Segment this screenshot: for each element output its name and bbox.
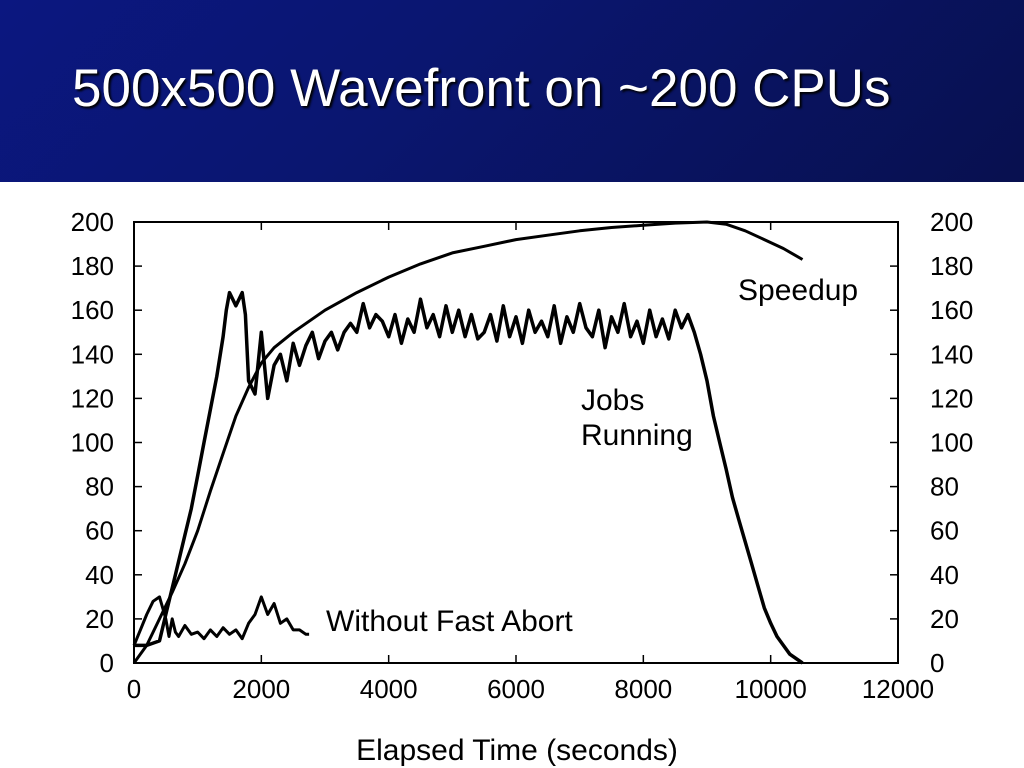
x-tick-label: 8000 bbox=[614, 674, 672, 704]
y-tick-label: 40 bbox=[85, 560, 114, 590]
annotation-speedup: Speedup bbox=[738, 274, 858, 307]
y-tick-label: 100 bbox=[71, 428, 114, 458]
y2-tick-label: 20 bbox=[930, 604, 959, 634]
y2-tick-label: 120 bbox=[930, 383, 973, 413]
without-fast-abort-line bbox=[132, 595, 310, 646]
y-tick-label: 200 bbox=[71, 207, 114, 237]
x-tick-label: 4000 bbox=[360, 674, 418, 704]
y2-tick-label: 200 bbox=[930, 207, 973, 237]
title-banner: 500x500 Wavefront on ~200 CPUs bbox=[0, 0, 1024, 182]
annotation-jobs: Jobs bbox=[581, 384, 644, 417]
x-tick-label: 12000 bbox=[862, 674, 934, 704]
y-tick-label: 0 bbox=[100, 648, 114, 678]
x-tick-label: 0 bbox=[127, 674, 141, 704]
x-tick-label: 10000 bbox=[735, 674, 807, 704]
y-tick-label: 160 bbox=[71, 295, 114, 325]
y-tick-label: 80 bbox=[85, 472, 114, 502]
annotation-without-fast-abort: Without Fast Abort bbox=[326, 605, 573, 638]
speedup-line bbox=[132, 220, 804, 664]
y2-tick-label: 80 bbox=[930, 472, 959, 502]
y-tick-label: 20 bbox=[85, 604, 114, 634]
chart: 0 2000 4000 6000 8000 10000 120000204060801001… bbox=[71, 207, 974, 767]
y-tick-label: 120 bbox=[71, 383, 114, 413]
slide-title: 500x500 Wavefront on ~200 CPUs bbox=[72, 59, 891, 118]
y2-tick-label: 160 bbox=[930, 295, 973, 325]
y2-tick-label: 180 bbox=[930, 251, 973, 281]
series-layer bbox=[132, 220, 804, 665]
y2-tick-label: 40 bbox=[930, 560, 959, 590]
y2-tick-label: 60 bbox=[930, 516, 959, 546]
y-tick-label: 60 bbox=[85, 516, 114, 546]
y2-tick-label: 0 bbox=[930, 648, 944, 678]
x-tick-label: 6000 bbox=[487, 674, 545, 704]
y2-tick-label: 140 bbox=[930, 339, 973, 369]
y-tick-label: 180 bbox=[71, 251, 114, 281]
y2-tick-label: 100 bbox=[930, 428, 973, 458]
y-tick-label: 140 bbox=[71, 339, 114, 369]
x-tick-label: 2000 bbox=[232, 674, 290, 704]
annotation-running: Running bbox=[581, 419, 693, 452]
x-axis-title: Elapsed Time (seconds) bbox=[356, 734, 678, 767]
axis-ticks: 0 2000 4000 6000 8000 10000 120000204060801001… bbox=[71, 207, 974, 704]
